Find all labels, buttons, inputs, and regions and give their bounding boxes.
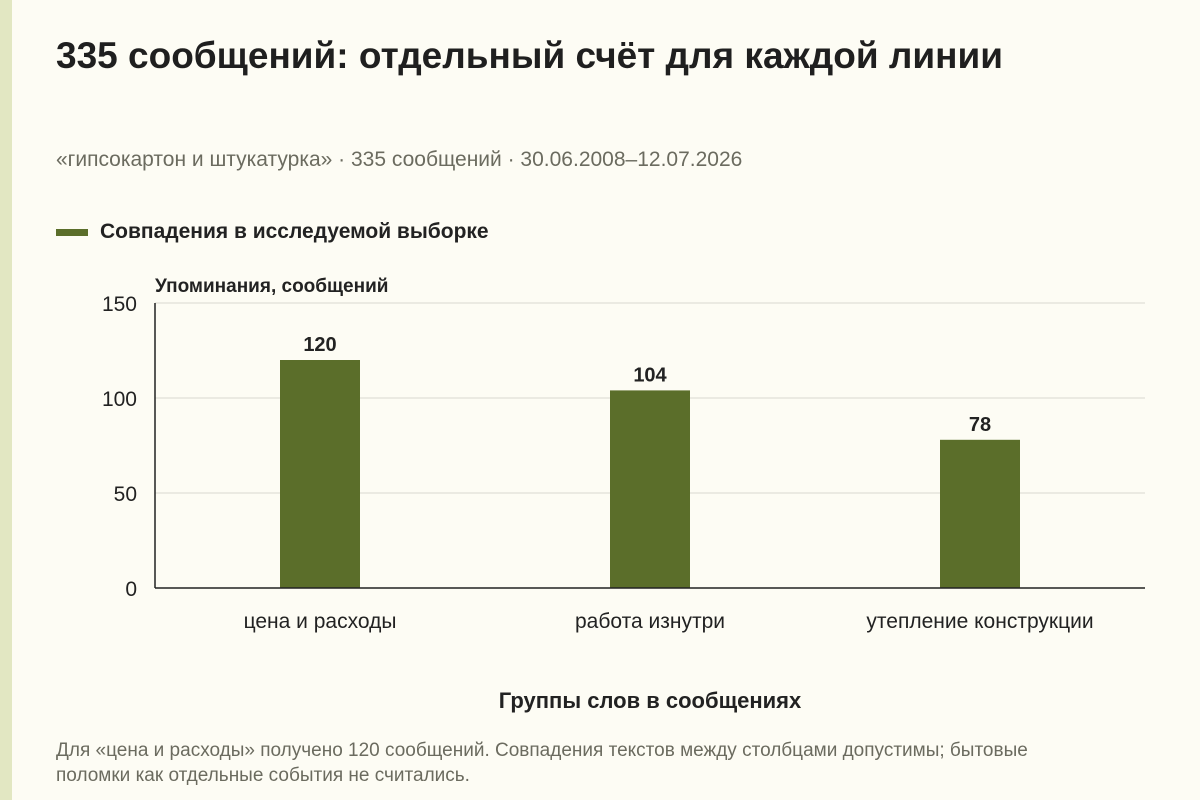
- y-tick-label: 150: [102, 293, 137, 316]
- x-tick-label: цена и расходы: [244, 610, 397, 633]
- legend-swatch: [56, 228, 88, 236]
- bar: [940, 439, 1020, 588]
- legend-label: Совпадения в исследуемой выборке: [100, 220, 489, 243]
- axes: [154, 303, 1145, 589]
- accent-strip: [0, 0, 12, 800]
- gridlines: [155, 302, 1145, 494]
- y-tick-label: 100: [102, 388, 137, 411]
- y-tick-label: 0: [125, 578, 137, 601]
- legend: Совпадения в исследуемой выборке: [56, 218, 489, 246]
- footnote: Для «цена и расходы» получено 120 сообще…: [56, 740, 1028, 786]
- chart-title: 335 сообщений: отдельный счёт для каждой…: [56, 35, 1003, 76]
- bar: [280, 360, 360, 588]
- y-tick-label: 50: [114, 483, 137, 506]
- chart-subtitle: «гипсокартон и штукатурка» · 335 сообщен…: [56, 148, 743, 171]
- bars: [280, 360, 1020, 588]
- x-tick-label: утепление конструкции: [866, 610, 1093, 633]
- bar: [610, 390, 690, 588]
- labels: 0 50 100 150 Упоминания, сообщений 120 цена и …: [102, 276, 1094, 713]
- data-label: 120: [303, 334, 336, 356]
- data-label: 104: [633, 364, 667, 386]
- x-tick-label: работа изнутри: [575, 610, 725, 633]
- data-label: 78: [969, 414, 991, 436]
- x-axis-title: Группы слов в сообщениях: [499, 688, 802, 713]
- y-axis-title: Упоминания, сообщений: [155, 276, 388, 297]
